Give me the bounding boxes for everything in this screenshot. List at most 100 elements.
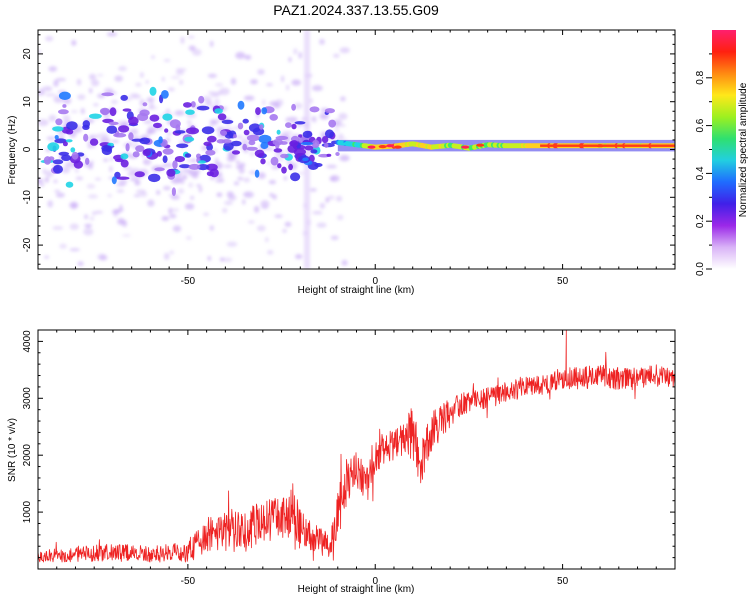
spectrogram-blob — [261, 107, 268, 115]
ridge-peak — [461, 145, 470, 149]
spectrogram-blob — [73, 160, 84, 169]
spectrogram-blob — [128, 132, 134, 141]
spectrogram-blob — [65, 139, 73, 143]
noise-speck — [161, 216, 170, 221]
noise-speck — [174, 110, 185, 116]
noise-speck — [272, 194, 277, 200]
noise-speck — [53, 179, 58, 184]
spectrogram-blob — [186, 127, 199, 135]
spectrogram-blob — [128, 116, 139, 126]
spectrogram-blob — [106, 125, 118, 134]
spectrogram-blob — [71, 151, 79, 160]
spectrogram-blob — [280, 153, 289, 159]
spectrogram-blob — [276, 129, 281, 135]
colorbar-label: Normalized spectral amplitude — [738, 82, 749, 217]
noise-speck — [215, 83, 224, 87]
spectrogram-blob — [196, 105, 210, 111]
noise-speck — [247, 220, 255, 224]
spectrogram-blob — [198, 95, 205, 104]
spectrogram-blob — [174, 130, 186, 134]
noise-speck — [53, 79, 59, 87]
noise-speck — [295, 254, 303, 260]
noise-speck — [170, 208, 180, 212]
y-tick-label: 0 — [22, 146, 33, 152]
noise-speck — [106, 32, 118, 37]
noise-speck — [216, 192, 223, 198]
noise-speck — [103, 158, 109, 163]
spectrogram-blob — [232, 134, 237, 139]
spectrogram-blob — [109, 107, 117, 117]
spectrogram-blob — [258, 134, 272, 144]
noise-speck — [76, 78, 82, 86]
spectrogram-blob — [116, 176, 130, 180]
noise-speck — [94, 210, 104, 214]
noise-speck — [140, 72, 144, 78]
spectrogram-blob — [214, 108, 223, 114]
noise-speck — [207, 73, 217, 78]
noise-speck — [143, 158, 152, 165]
noise-speck — [69, 201, 79, 209]
noise-speck — [111, 140, 120, 143]
noise-speck — [108, 278, 118, 281]
spectrogram-blob — [131, 138, 145, 142]
x-tick-label: -50 — [181, 276, 196, 287]
noise-speck — [283, 176, 288, 181]
x-tick-label: 50 — [557, 576, 569, 587]
noise-speck — [337, 133, 344, 140]
noise-speck — [214, 157, 219, 164]
spectrogram-blob — [304, 145, 314, 151]
ridge-peak — [476, 143, 485, 147]
noise-speck — [175, 68, 187, 71]
noise-speck — [169, 155, 173, 159]
noise-speck — [339, 154, 350, 162]
noise-speck — [123, 166, 132, 170]
spectrogram-blob — [149, 86, 157, 96]
spectrogram-blob — [47, 142, 60, 152]
spectrogram-blob — [198, 160, 206, 164]
spectrogram-blob — [328, 119, 337, 128]
noise-speck — [46, 136, 56, 140]
noise-speck — [75, 176, 84, 181]
noise-speck — [233, 181, 240, 186]
spectrogram-blob — [309, 106, 320, 113]
noise-speck — [333, 53, 340, 58]
noise-speck — [210, 94, 220, 97]
noise-speck — [339, 47, 350, 54]
spectrogram-blob — [220, 130, 228, 137]
x-tick-label: -50 — [181, 576, 196, 587]
noise-speck — [311, 117, 315, 121]
spectrogram-blob — [255, 107, 261, 116]
noise-speck — [229, 157, 237, 161]
noise-speck — [291, 79, 302, 86]
noise-speck — [330, 235, 339, 240]
noise-speck — [260, 200, 270, 208]
spectrogram-frame — [37, 29, 676, 270]
ridge-peak — [393, 145, 402, 149]
spectrogram-blob — [52, 126, 64, 132]
y-tick-label: 1000 — [22, 501, 33, 524]
x-tick-label: 50 — [557, 276, 569, 287]
noise-speck — [190, 195, 195, 200]
spectrogram-blob — [290, 140, 299, 147]
noise-speck — [187, 35, 195, 39]
noise-speck — [38, 90, 46, 96]
noise-speck — [89, 134, 100, 139]
noise-speck — [84, 214, 88, 220]
y-tick-label: 4000 — [22, 330, 33, 353]
spectrogram-blob — [201, 126, 215, 135]
noise-speck — [209, 40, 214, 48]
noise-speck — [285, 117, 289, 123]
spectrogram-blob — [196, 164, 210, 171]
noise-speck — [298, 51, 303, 59]
spectrogram-blob — [205, 149, 216, 156]
noise-speck — [287, 116, 298, 122]
noise-speck — [145, 80, 149, 84]
spectrogram-blob — [183, 102, 192, 108]
noise-speck — [250, 79, 258, 85]
noise-speck — [97, 73, 104, 77]
noise-speck — [162, 162, 174, 168]
ridge-peak — [367, 145, 376, 149]
noise-speck — [243, 95, 255, 101]
noise-speck — [48, 66, 58, 72]
spectrogram-blob — [230, 140, 242, 147]
